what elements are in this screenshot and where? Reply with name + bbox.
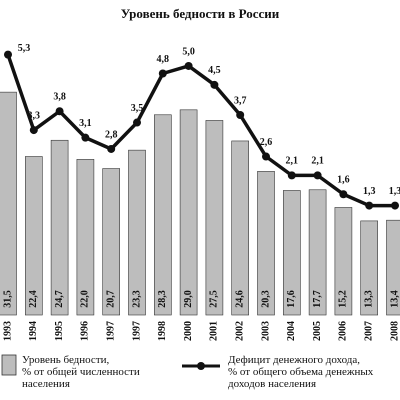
bar-value-label: 27,5	[209, 290, 220, 308]
bar-value-label: 20,7	[105, 290, 116, 308]
line-value-label: 1,6	[337, 175, 350, 186]
line-point	[236, 111, 245, 120]
line-value-label: 1,3	[389, 186, 400, 197]
x-tick-label: 2000	[183, 321, 194, 341]
bar-value-label: 24,7	[54, 290, 65, 308]
bar-value-label: 22,0	[80, 290, 91, 308]
line-value-label: 2,1	[311, 156, 324, 167]
x-tick-label: 2001	[209, 321, 220, 341]
x-tick-label: 2005	[312, 321, 323, 341]
line-point	[339, 190, 348, 199]
legend-bar: Уровень бедности, % от общей численности…	[22, 354, 140, 390]
chart-title: Уровень бедности в России	[121, 6, 280, 21]
bar	[76, 159, 95, 316]
bar	[0, 91, 17, 316]
bar-value-label: 28,3	[157, 290, 168, 308]
bar-value-label: 29,0	[183, 290, 194, 308]
bar	[257, 171, 275, 316]
bar-value-label: 24,6	[234, 290, 245, 308]
bar	[24, 156, 43, 316]
line-value-label: 3,7	[234, 95, 247, 106]
bar	[231, 140, 249, 316]
line-value-label: 2,8	[105, 129, 118, 140]
bar-value-label: 13,3	[363, 290, 374, 308]
x-tick-label: 1993	[2, 321, 13, 341]
line-point	[262, 152, 270, 161]
bar	[282, 190, 301, 316]
bar	[102, 168, 120, 316]
line-point	[158, 69, 167, 78]
line-value-label: 2,6	[260, 137, 273, 148]
x-tick-label: 1997	[131, 321, 142, 341]
bar	[308, 189, 327, 316]
line	[6, 54, 395, 208]
bar	[205, 120, 224, 316]
line-point	[391, 201, 399, 210]
x-tick-label: 1997	[105, 321, 116, 341]
line-value-label: 5,0	[182, 46, 195, 57]
x-tick-label: 2003	[260, 321, 271, 341]
line-point	[184, 61, 193, 70]
line-point	[210, 80, 219, 89]
x-tick-label: 2006	[338, 321, 349, 341]
line-point	[365, 201, 374, 210]
line-point	[107, 144, 116, 153]
line-value-label: 3,5	[131, 103, 144, 114]
bar-value-label: 17,7	[312, 290, 323, 308]
bar-value-label: 20,3	[260, 290, 271, 308]
bar-value-label: 31,5	[2, 290, 13, 308]
bar	[50, 139, 69, 316]
bar	[154, 114, 172, 316]
line-value-label: 3,1	[79, 118, 92, 129]
bar	[360, 220, 379, 316]
line-value-label: 2,1	[286, 156, 299, 167]
x-tick-label: 1996	[80, 321, 91, 341]
bar	[179, 109, 198, 316]
legend-swatch-bar	[1, 354, 17, 376]
line-point	[29, 126, 38, 135]
line-value-label: 1,3	[363, 186, 376, 197]
legend-swatch-dot	[197, 362, 205, 370]
bar	[128, 149, 146, 316]
line-value-label: 5,3	[18, 43, 31, 54]
bar-value-label: 15,2	[338, 290, 349, 308]
x-tick-label: 1998	[157, 321, 168, 341]
line-value-label: 3,3	[28, 110, 41, 121]
legend-line: Дефицит денежного дохода, % от общего об…	[228, 354, 374, 390]
line-point	[55, 107, 64, 116]
bar	[386, 219, 400, 316]
x-tick-label: 1995	[54, 321, 65, 341]
line-point	[313, 171, 322, 180]
line-point	[4, 50, 12, 59]
bar-value-label: 23,3	[131, 290, 142, 308]
line-point	[81, 133, 90, 142]
x-tick-label: 1994	[28, 321, 39, 341]
line-value-label: 3,8	[53, 92, 66, 103]
line-point	[287, 171, 296, 180]
bar-value-label: 22,4	[28, 290, 39, 308]
x-tick-label: 2007	[363, 321, 374, 341]
x-tick-label: 2004	[286, 321, 297, 341]
bar-value-label: 13,4	[389, 290, 400, 308]
line-point	[133, 118, 141, 127]
bar	[334, 207, 353, 316]
line-value-label: 4,8	[157, 54, 170, 65]
x-tick-label: 2008	[389, 321, 400, 341]
line-value-label: 4,5	[208, 65, 221, 76]
x-tick-label: 2002	[234, 321, 245, 341]
bar-value-label: 17,6	[286, 290, 297, 308]
